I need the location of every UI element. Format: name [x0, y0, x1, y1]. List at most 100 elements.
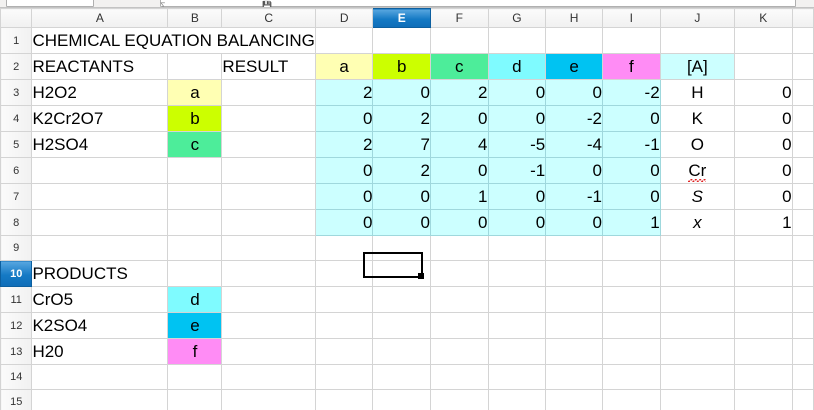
- cell-i3[interactable]: -2: [601, 79, 661, 106]
- cell-d8[interactable]: 0: [314, 209, 374, 236]
- column-header-j[interactable]: J: [659, 8, 736, 28]
- cell-f2-var-c[interactable]: c: [429, 53, 489, 80]
- cell-h6[interactable]: 0: [545, 157, 603, 184]
- column-header-i[interactable]: I: [601, 8, 661, 28]
- cell-j1[interactable]: [659, 27, 736, 54]
- cell-k13[interactable]: [734, 338, 793, 365]
- cell-d1[interactable]: [314, 27, 374, 54]
- cell-f14[interactable]: [429, 364, 489, 390]
- cell-l7[interactable]: [791, 183, 814, 210]
- cell-l15[interactable]: [791, 389, 814, 410]
- cell-j2-matrix-header[interactable]: [A]: [659, 53, 736, 80]
- cell-a8[interactable]: [31, 209, 169, 236]
- cell-h15[interactable]: [545, 389, 603, 410]
- cell-c8[interactable]: [221, 209, 316, 236]
- cell-c15[interactable]: [221, 389, 316, 410]
- cell-e15[interactable]: [372, 389, 431, 410]
- cell-k7-rhs[interactable]: 0: [734, 183, 793, 210]
- cell-d2-var-a[interactable]: a: [314, 53, 374, 80]
- cell-k4-rhs[interactable]: 0: [734, 105, 793, 132]
- cell-g11[interactable]: [487, 286, 547, 313]
- cell-g4[interactable]: 0: [487, 105, 547, 132]
- column-header-e[interactable]: E: [372, 8, 431, 28]
- cell-h7[interactable]: -1: [545, 183, 603, 210]
- cell-j13[interactable]: [659, 338, 736, 365]
- cell-e13[interactable]: [372, 338, 431, 365]
- cell-d12[interactable]: [314, 312, 374, 339]
- cell-b15[interactable]: [167, 389, 223, 410]
- column-header-c[interactable]: C: [221, 8, 316, 28]
- column-header-b[interactable]: B: [167, 8, 223, 28]
- cell-f8[interactable]: 0: [429, 209, 489, 236]
- cell-i7[interactable]: 0: [601, 183, 661, 210]
- cell-c3-result[interactable]: [221, 79, 316, 106]
- cell-b4-reactant-var[interactable]: b: [167, 105, 223, 132]
- cell-j3-element-label[interactable]: H: [659, 79, 736, 106]
- cell-g9[interactable]: [487, 235, 547, 261]
- cell-b10[interactable]: [167, 260, 223, 287]
- cell-g8[interactable]: 0: [487, 209, 547, 236]
- select-all-corner[interactable]: [0, 8, 33, 28]
- cell-f4[interactable]: 0: [429, 105, 489, 132]
- cell-f12[interactable]: [429, 312, 489, 339]
- cell-i9[interactable]: [601, 235, 661, 261]
- cell-b2[interactable]: [167, 53, 223, 80]
- cell-h1[interactable]: [545, 27, 603, 54]
- cell-k9[interactable]: [734, 235, 793, 261]
- cell-d15[interactable]: [314, 389, 374, 410]
- row-header-9[interactable]: 9: [0, 235, 33, 261]
- cell-h12[interactable]: [545, 312, 603, 339]
- cell-d10[interactable]: [314, 260, 374, 287]
- column-header-a[interactable]: A: [31, 8, 169, 28]
- cell-k10[interactable]: [734, 260, 793, 287]
- column-header-g[interactable]: G: [487, 8, 547, 28]
- cell-a6[interactable]: [31, 157, 169, 184]
- cell-i1[interactable]: [601, 27, 661, 54]
- cell-j10[interactable]: [659, 260, 736, 287]
- cell-l13[interactable]: [791, 338, 814, 365]
- cell-f9[interactable]: [429, 235, 489, 261]
- cell-c6[interactable]: [221, 157, 316, 184]
- cell-h14[interactable]: [545, 364, 603, 390]
- cell-d5[interactable]: 2: [314, 131, 374, 158]
- cell-h8[interactable]: 0: [545, 209, 603, 236]
- column-header-d[interactable]: D: [314, 8, 374, 28]
- cell-f3[interactable]: 2: [429, 79, 489, 106]
- cell-f1[interactable]: [429, 27, 489, 54]
- cell-i15[interactable]: [601, 389, 661, 410]
- cell-f15[interactable]: [429, 389, 489, 410]
- cell-d3[interactable]: 2: [314, 79, 374, 106]
- cell-e6[interactable]: 2: [372, 157, 431, 184]
- save-icon[interactable]: 💾: [262, 1, 272, 8]
- cell-i6[interactable]: 0: [601, 157, 661, 184]
- cell-e7[interactable]: 0: [372, 183, 431, 210]
- cell-e12[interactable]: [372, 312, 431, 339]
- cell-l2[interactable]: [791, 53, 814, 80]
- formula-bar[interactable]: [160, 0, 796, 7]
- cell-g14[interactable]: [487, 364, 547, 390]
- cell-h2-var-e[interactable]: e: [545, 53, 603, 80]
- cell-f10[interactable]: [429, 260, 489, 287]
- cell-e9[interactable]: [372, 235, 431, 261]
- cell-d6[interactable]: 0: [314, 157, 374, 184]
- cell-f11[interactable]: [429, 286, 489, 313]
- cell-a2-reactants-header[interactable]: REACTANTS: [31, 53, 169, 80]
- row-header-15[interactable]: 15: [0, 389, 33, 410]
- cell-k5-rhs[interactable]: 0: [734, 131, 793, 158]
- row-header-11[interactable]: 11: [0, 286, 33, 313]
- row-header-4[interactable]: 4: [0, 105, 33, 132]
- cell-k1[interactable]: [734, 27, 793, 54]
- cell-e2-var-b[interactable]: b: [372, 53, 431, 80]
- cell-l5[interactable]: [791, 131, 814, 158]
- cell-a14[interactable]: [31, 364, 169, 390]
- cell-d13[interactable]: [314, 338, 374, 365]
- cell-k3-rhs[interactable]: 0: [734, 79, 793, 106]
- cell-i2-var-f[interactable]: f: [601, 53, 661, 80]
- cell-i8[interactable]: 1: [601, 209, 661, 236]
- row-header-2[interactable]: 2: [0, 53, 33, 80]
- cell-k14[interactable]: [734, 364, 793, 390]
- cell-g6[interactable]: -1: [487, 157, 547, 184]
- cell-g10[interactable]: [487, 260, 547, 287]
- function-wizard-icon[interactable]: ∑: [160, 1, 166, 8]
- cell-e10-active[interactable]: [372, 260, 431, 287]
